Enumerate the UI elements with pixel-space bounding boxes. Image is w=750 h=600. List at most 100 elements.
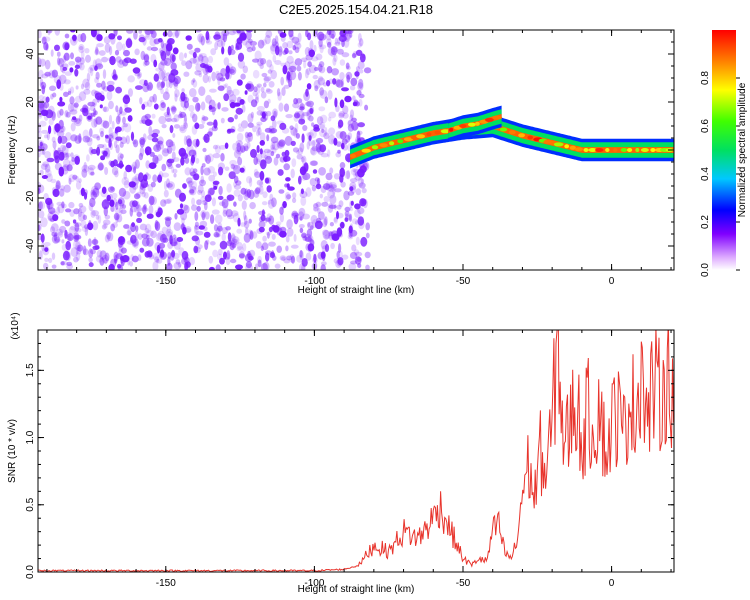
noise-blob <box>122 58 129 67</box>
trace-peak <box>403 137 414 142</box>
noise-blob <box>278 189 285 194</box>
noise-blob <box>78 207 82 218</box>
noise-blob <box>237 217 241 227</box>
noise-blob <box>208 105 213 110</box>
noise-blob <box>106 80 115 86</box>
noise-blob <box>57 101 66 107</box>
trace-peak <box>627 148 633 152</box>
noise-blob <box>166 178 170 189</box>
noise-blob <box>164 113 172 123</box>
noise-blob <box>244 90 248 95</box>
noise-blob <box>328 78 334 85</box>
noise-blob <box>265 231 272 236</box>
noise-blob <box>46 157 55 163</box>
noise-blob <box>300 168 308 174</box>
noise-blob <box>224 142 229 149</box>
noise-blob <box>113 258 118 264</box>
noise-blob <box>102 150 108 157</box>
noise-blob <box>120 255 124 264</box>
noise-blob <box>96 34 103 42</box>
noise-blob <box>157 207 163 216</box>
noise-blob <box>51 234 60 244</box>
noise-blob <box>91 210 100 217</box>
noise-blob <box>283 163 291 171</box>
noise-blob <box>314 85 319 92</box>
noise-blob <box>50 93 54 100</box>
noise-blob <box>189 88 197 98</box>
noise-blob <box>94 244 100 250</box>
noise-blob <box>294 58 303 66</box>
noise-blob <box>347 120 352 126</box>
noise-blob <box>233 201 237 207</box>
noise-blob <box>290 168 295 179</box>
noise-blob <box>307 47 314 55</box>
noise-blob <box>329 167 334 174</box>
noise-blob <box>338 112 345 119</box>
noise-blob <box>71 157 75 162</box>
noise-blob <box>80 188 86 194</box>
noise-blob <box>41 85 46 95</box>
noise-blob <box>157 230 165 241</box>
noise-blob <box>104 214 111 220</box>
snr-frame <box>37 329 675 573</box>
noise-blob <box>38 152 41 158</box>
noise-blob <box>300 173 308 181</box>
noise-blob <box>235 264 243 270</box>
noise-blob <box>242 65 248 74</box>
noise-blob <box>123 170 127 180</box>
noise-blob <box>356 130 361 141</box>
noise-blob <box>91 185 99 196</box>
noise-blob <box>163 199 171 204</box>
noise-blob <box>306 228 313 238</box>
noise-blob <box>199 220 208 228</box>
noise-blob <box>90 189 96 196</box>
noise-blob <box>283 258 291 264</box>
noise-blob <box>48 125 52 135</box>
noise-blob <box>243 210 247 220</box>
noise-blob <box>68 61 76 66</box>
noise-blob <box>273 110 278 119</box>
noise-blob <box>90 191 98 200</box>
noise-blob <box>54 30 61 36</box>
noise-blob <box>111 72 118 79</box>
noise-blob <box>334 78 341 87</box>
noise-blob <box>76 59 80 69</box>
noise-blob <box>56 228 63 236</box>
noise-blob <box>172 168 178 174</box>
noise-blob <box>198 54 204 64</box>
noise-blob <box>266 59 273 68</box>
noise-blob <box>252 58 260 63</box>
noise-blob <box>355 188 362 196</box>
noise-blob <box>191 124 198 135</box>
noise-blob <box>222 84 227 89</box>
noise-blob <box>339 174 344 183</box>
noise-blob <box>56 51 61 57</box>
noise-blob <box>192 113 198 123</box>
noise-blob <box>298 207 306 217</box>
noise-blob <box>90 148 98 155</box>
noise-blob <box>309 178 317 186</box>
noise-blob <box>177 261 182 268</box>
noise-blob <box>132 67 141 74</box>
noise-blob <box>257 255 262 264</box>
noise-blob <box>318 38 323 48</box>
noise-blob <box>50 49 54 57</box>
noise-blob <box>290 127 298 136</box>
noise-blob <box>261 72 268 78</box>
spectrogram-ytick-label: 20 <box>25 96 36 108</box>
noise-blob <box>188 149 197 157</box>
noise-blob <box>256 158 260 165</box>
noise-blob <box>262 235 267 242</box>
noise-blob <box>227 117 234 123</box>
noise-blob <box>115 201 119 210</box>
noise-blob <box>293 113 299 123</box>
noise-blob <box>220 152 225 162</box>
noise-blob <box>302 213 310 220</box>
noise-blob <box>65 111 71 118</box>
noise-blob <box>242 243 247 252</box>
noise-blob <box>203 231 211 238</box>
noise-blob <box>139 223 148 231</box>
noise-blob <box>319 89 328 99</box>
noise-blob <box>257 259 262 268</box>
noise-blob <box>136 211 142 217</box>
